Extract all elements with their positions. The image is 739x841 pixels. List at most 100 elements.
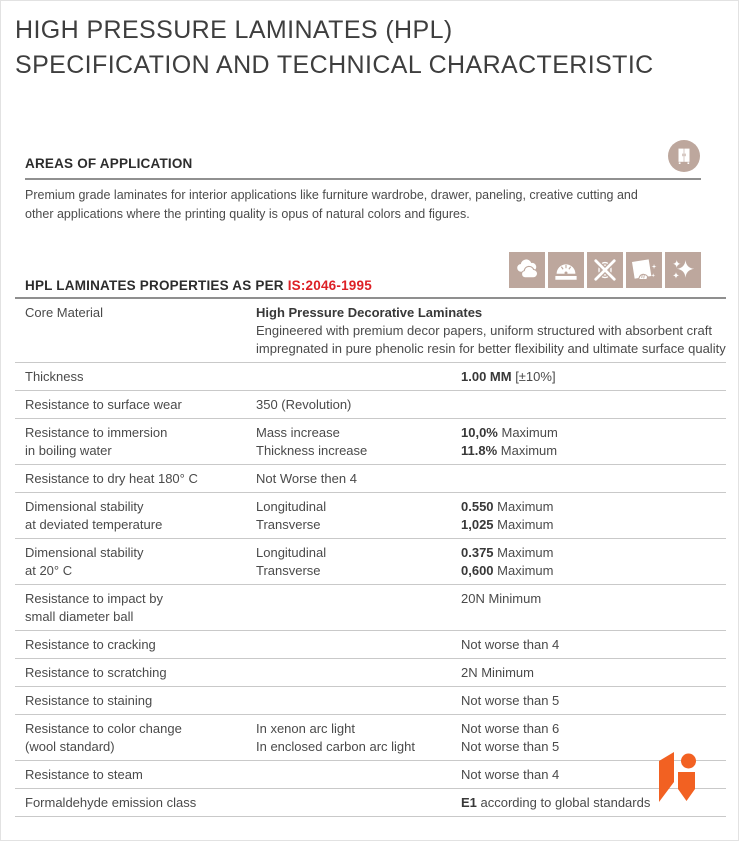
- value-cell: [461, 470, 726, 488]
- value-text: Maximum: [493, 517, 554, 532]
- property-cell: Formaldehyde emission class: [25, 794, 256, 812]
- cell-line: 0.550 Maximum: [461, 498, 726, 516]
- property-cell: Resistance to scratching: [25, 664, 256, 682]
- shine-icon: [665, 252, 701, 288]
- value-text: 20N Minimum: [461, 591, 542, 606]
- detail-cell: [256, 368, 461, 386]
- property-cell: Resistance to color change (wool standard…: [25, 720, 256, 756]
- feature-icon-row: [509, 252, 701, 288]
- cell-line: 350 (Revolution): [256, 396, 461, 414]
- detail-cell: [256, 636, 461, 654]
- brand-logo: [659, 752, 696, 802]
- page-title: HIGH PRESSURE LAMINATES (HPL) SPECIFICAT…: [15, 13, 654, 83]
- value-text: Not worse than 4: [461, 637, 560, 652]
- value-strong: 11.8%: [461, 443, 498, 458]
- property-line: Resistance to impact by: [25, 591, 164, 606]
- property-cell: Resistance to immersion in boiling water: [25, 424, 256, 460]
- anti-fingerprint-icon: [587, 252, 623, 288]
- cell-line: In xenon arc light: [256, 720, 461, 738]
- property-line: Core Material: [25, 305, 104, 320]
- table-row: Resistance to staining Not worse than 5: [15, 687, 726, 715]
- cell-line: Engineered with premium decor papers, un…: [256, 322, 712, 340]
- cell-line: Not worse than 4: [461, 766, 726, 784]
- value-strong: E1: [461, 795, 477, 810]
- cell-line: 1.00 MM [±10%]: [461, 368, 726, 386]
- detail-cell: Not Worse then 4: [256, 470, 461, 488]
- value-cell: 0.375 Maximum 0,600 Maximum: [461, 544, 726, 580]
- cell-line: 11.8% Maximum: [461, 442, 726, 460]
- table-row: Resistance to immersion in boiling water M…: [15, 419, 726, 465]
- property-cell: Resistance to steam: [25, 766, 256, 784]
- table-row: Core Material High Pressure Decorative La…: [15, 299, 726, 363]
- value-text: [±10%]: [511, 369, 556, 384]
- cell-line: 0.375 Maximum: [461, 544, 726, 562]
- value-text: 350 (Revolution): [256, 397, 352, 412]
- value-text: according to global standards: [476, 795, 651, 810]
- value-text: Transverse: [256, 563, 321, 578]
- value-text: Not Worse then 4: [256, 471, 357, 486]
- property-cell: Thickness: [25, 368, 256, 386]
- detail-cell: Longitudinal Transverse: [256, 498, 461, 534]
- cell-line: Not worse than 5: [461, 692, 726, 710]
- value-text: Maximum: [497, 425, 558, 440]
- value-cell: [461, 304, 726, 358]
- detail-cell: Longitudinal Transverse: [256, 544, 461, 580]
- page-title-line1: HIGH PRESSURE LAMINATES (HPL): [15, 16, 453, 44]
- cell-line: E1 according to global standards: [461, 794, 726, 812]
- cell-line: Longitudinal: [256, 498, 461, 516]
- cell-line: High Pressure Decorative Laminates: [256, 304, 482, 322]
- property-line: Resistance to scratching: [25, 665, 167, 680]
- detail-cell: 350 (Revolution): [256, 396, 461, 414]
- cell-line: 2N Minimum: [461, 664, 726, 682]
- property-line: Resistance to color change: [25, 721, 182, 736]
- detail-cell: High Pressure Decorative Laminates Engine…: [256, 304, 726, 358]
- properties-heading-text: HPL LAMINATES PROPERTIES AS PER: [25, 278, 288, 293]
- property-line: Resistance to steam: [25, 767, 143, 782]
- property-line: (wool standard): [25, 739, 115, 754]
- value-strong: 0,600: [461, 563, 494, 578]
- cell-line: Not Worse then 4: [256, 470, 461, 488]
- cell-line: In enclosed carbon arc light: [256, 738, 461, 756]
- property-line: at deviated temperature: [25, 517, 163, 532]
- value-text: Longitudinal: [256, 499, 327, 514]
- value-text: impregnated in pure phenolic resin for b…: [256, 341, 726, 356]
- property-cell: Resistance to cracking: [25, 636, 256, 654]
- value-strong: 0.375: [461, 545, 494, 560]
- value-text: Not worse than 5: [461, 693, 560, 708]
- cell-line: impregnated in pure phenolic resin for b…: [256, 340, 726, 358]
- properties-heading: HPL LAMINATES PROPERTIES AS PER IS:2046-…: [25, 278, 372, 293]
- property-line: Thickness: [25, 369, 84, 384]
- property-line: Formaldehyde emission class: [25, 795, 197, 810]
- table-row: Dimensional stability at 20° C Longitudina…: [15, 539, 726, 585]
- table-row: Dimensional stability at deviated tempera…: [15, 493, 726, 539]
- value-cell: Not worse than 6 Not worse than 5: [461, 720, 726, 756]
- property-line: Dimensional stability: [25, 499, 144, 514]
- cell-line: Not worse than 6: [461, 720, 726, 738]
- detail-cell: In xenon arc light In enclosed carbon arc…: [256, 720, 461, 756]
- value-text: Not worse than 4: [461, 767, 560, 782]
- wardrobe-icon: [668, 140, 700, 172]
- spec-table: Core Material High Pressure Decorative La…: [15, 297, 726, 817]
- value-strong: 1,025: [461, 517, 494, 532]
- table-row: Formaldehyde emission class E1 according …: [15, 789, 726, 817]
- value-cell: 10,0% Maximum 11.8% Maximum: [461, 424, 726, 460]
- value-cell: 2N Minimum: [461, 664, 726, 682]
- value-cell: 0.550 Maximum 1,025 Maximum: [461, 498, 726, 534]
- table-row: Resistance to dry heat 180° C Not Worse t…: [15, 465, 726, 493]
- value-text: 2N Minimum: [461, 665, 534, 680]
- property-line: Resistance to immersion: [25, 425, 168, 440]
- value-text: Transverse: [256, 517, 321, 532]
- value-text: Thickness increase: [256, 443, 368, 458]
- value-cell: 20N Minimum: [461, 590, 726, 626]
- value-text: Maximum: [493, 545, 554, 560]
- value-cell: [461, 396, 726, 414]
- property-cell: Core Material: [25, 304, 256, 358]
- value-text: Maximum: [493, 499, 554, 514]
- abrasion-disc-icon: [548, 252, 584, 288]
- detail-cell: [256, 590, 461, 626]
- value-strong: 0.550: [461, 499, 494, 514]
- value-text: In enclosed carbon arc light: [256, 739, 415, 754]
- value-cell: Not worse than 4: [461, 636, 726, 654]
- property-line: Resistance to staining: [25, 693, 153, 708]
